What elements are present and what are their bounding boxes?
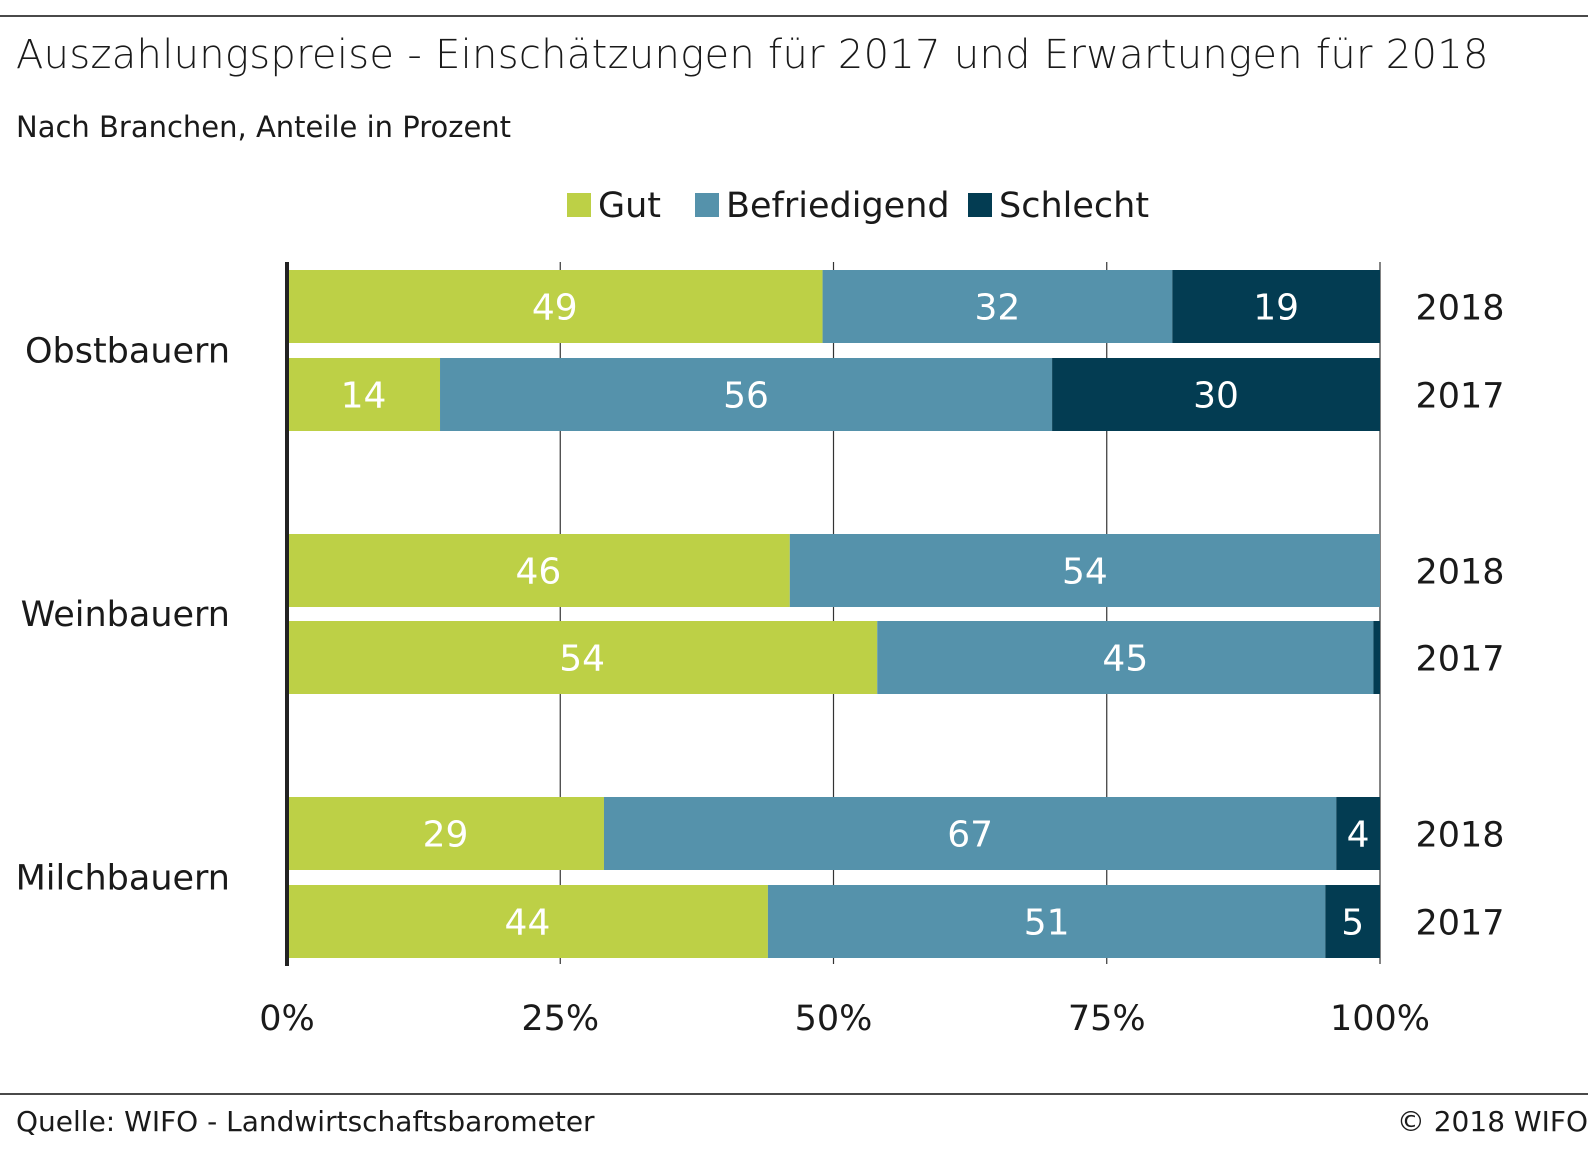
category-label: Obstbauern [25,332,230,372]
bar-segment-gut [287,358,441,431]
year-label: 2017 [1415,377,1504,417]
x-tick-label: 75% [1068,999,1146,1039]
bar-segment-gut [287,797,604,870]
legend-label: Befriedigend [726,186,950,226]
bar-segment-befriedigend [603,797,1337,870]
bottom-rule [0,1093,1588,1095]
x-tick-label: 25% [521,999,599,1039]
x-tick-label: 100% [1330,999,1430,1039]
bar-segment-schlecht [1373,621,1380,694]
legend-swatch-gut [567,193,591,217]
data-label: 45 [1102,639,1148,680]
legend-swatch-befriedigend [695,193,719,217]
year-label: 2017 [1415,640,1504,680]
legend-swatch-schlecht [968,193,992,217]
data-label: 30 [1193,376,1239,417]
bar-segment-schlecht [1336,797,1380,870]
chart-subtitle: Nach Branchen, Anteile in Prozent [16,110,512,144]
source-note: Quelle: WIFO - Landwirtschaftsbarometer [16,1105,595,1138]
data-label: 44 [505,903,551,944]
data-label: 14 [341,376,387,417]
bar-segment-befriedigend [789,534,1380,607]
category-label: Weinbauern [21,595,230,635]
bar-segment-befriedigend [767,885,1326,958]
data-label: 49 [532,288,578,329]
data-label: 29 [423,815,469,856]
bar-segment-gut [287,534,790,607]
copyright-note: © 2018 WIFO [1396,1105,1588,1138]
year-label: 2018 [1415,553,1504,593]
data-label: 54 [1062,552,1108,593]
data-label: 67 [947,815,993,856]
data-label: 19 [1253,288,1299,329]
data-label: 56 [723,376,769,417]
legend: Gut Befriedigend Schlecht [567,186,1149,226]
bar-segment-gut [287,270,823,343]
year-label: 2018 [1415,289,1504,329]
bar-segment-schlecht [1052,358,1380,431]
bar-segment-schlecht [1325,885,1380,958]
category-label: Milchbauern [16,859,230,899]
data-label: 32 [975,288,1021,329]
data-label: 54 [559,639,605,680]
data-label: 5 [1341,903,1364,944]
data-label: 4 [1347,815,1370,856]
data-label: 51 [1024,903,1070,944]
legend-label: Gut [598,186,661,226]
bar-segment-befriedigend [440,358,1053,431]
bar-segment-schlecht [1172,270,1380,343]
x-tick-label: 50% [795,999,873,1039]
bar-segment-befriedigend [822,270,1173,343]
bar-segment-befriedigend [877,621,1374,694]
chart-title: Auszahlungspreise - Einschätzungen für 2… [16,32,1489,78]
x-tick-label: 0% [259,999,315,1039]
top-rule [0,15,1588,17]
bar-segment-gut [287,885,768,958]
legend-label: Schlecht [999,186,1149,226]
year-label: 2017 [1415,904,1504,944]
data-label: 46 [515,552,561,593]
year-label: 2018 [1415,816,1504,856]
bar-segment-gut [287,621,878,694]
